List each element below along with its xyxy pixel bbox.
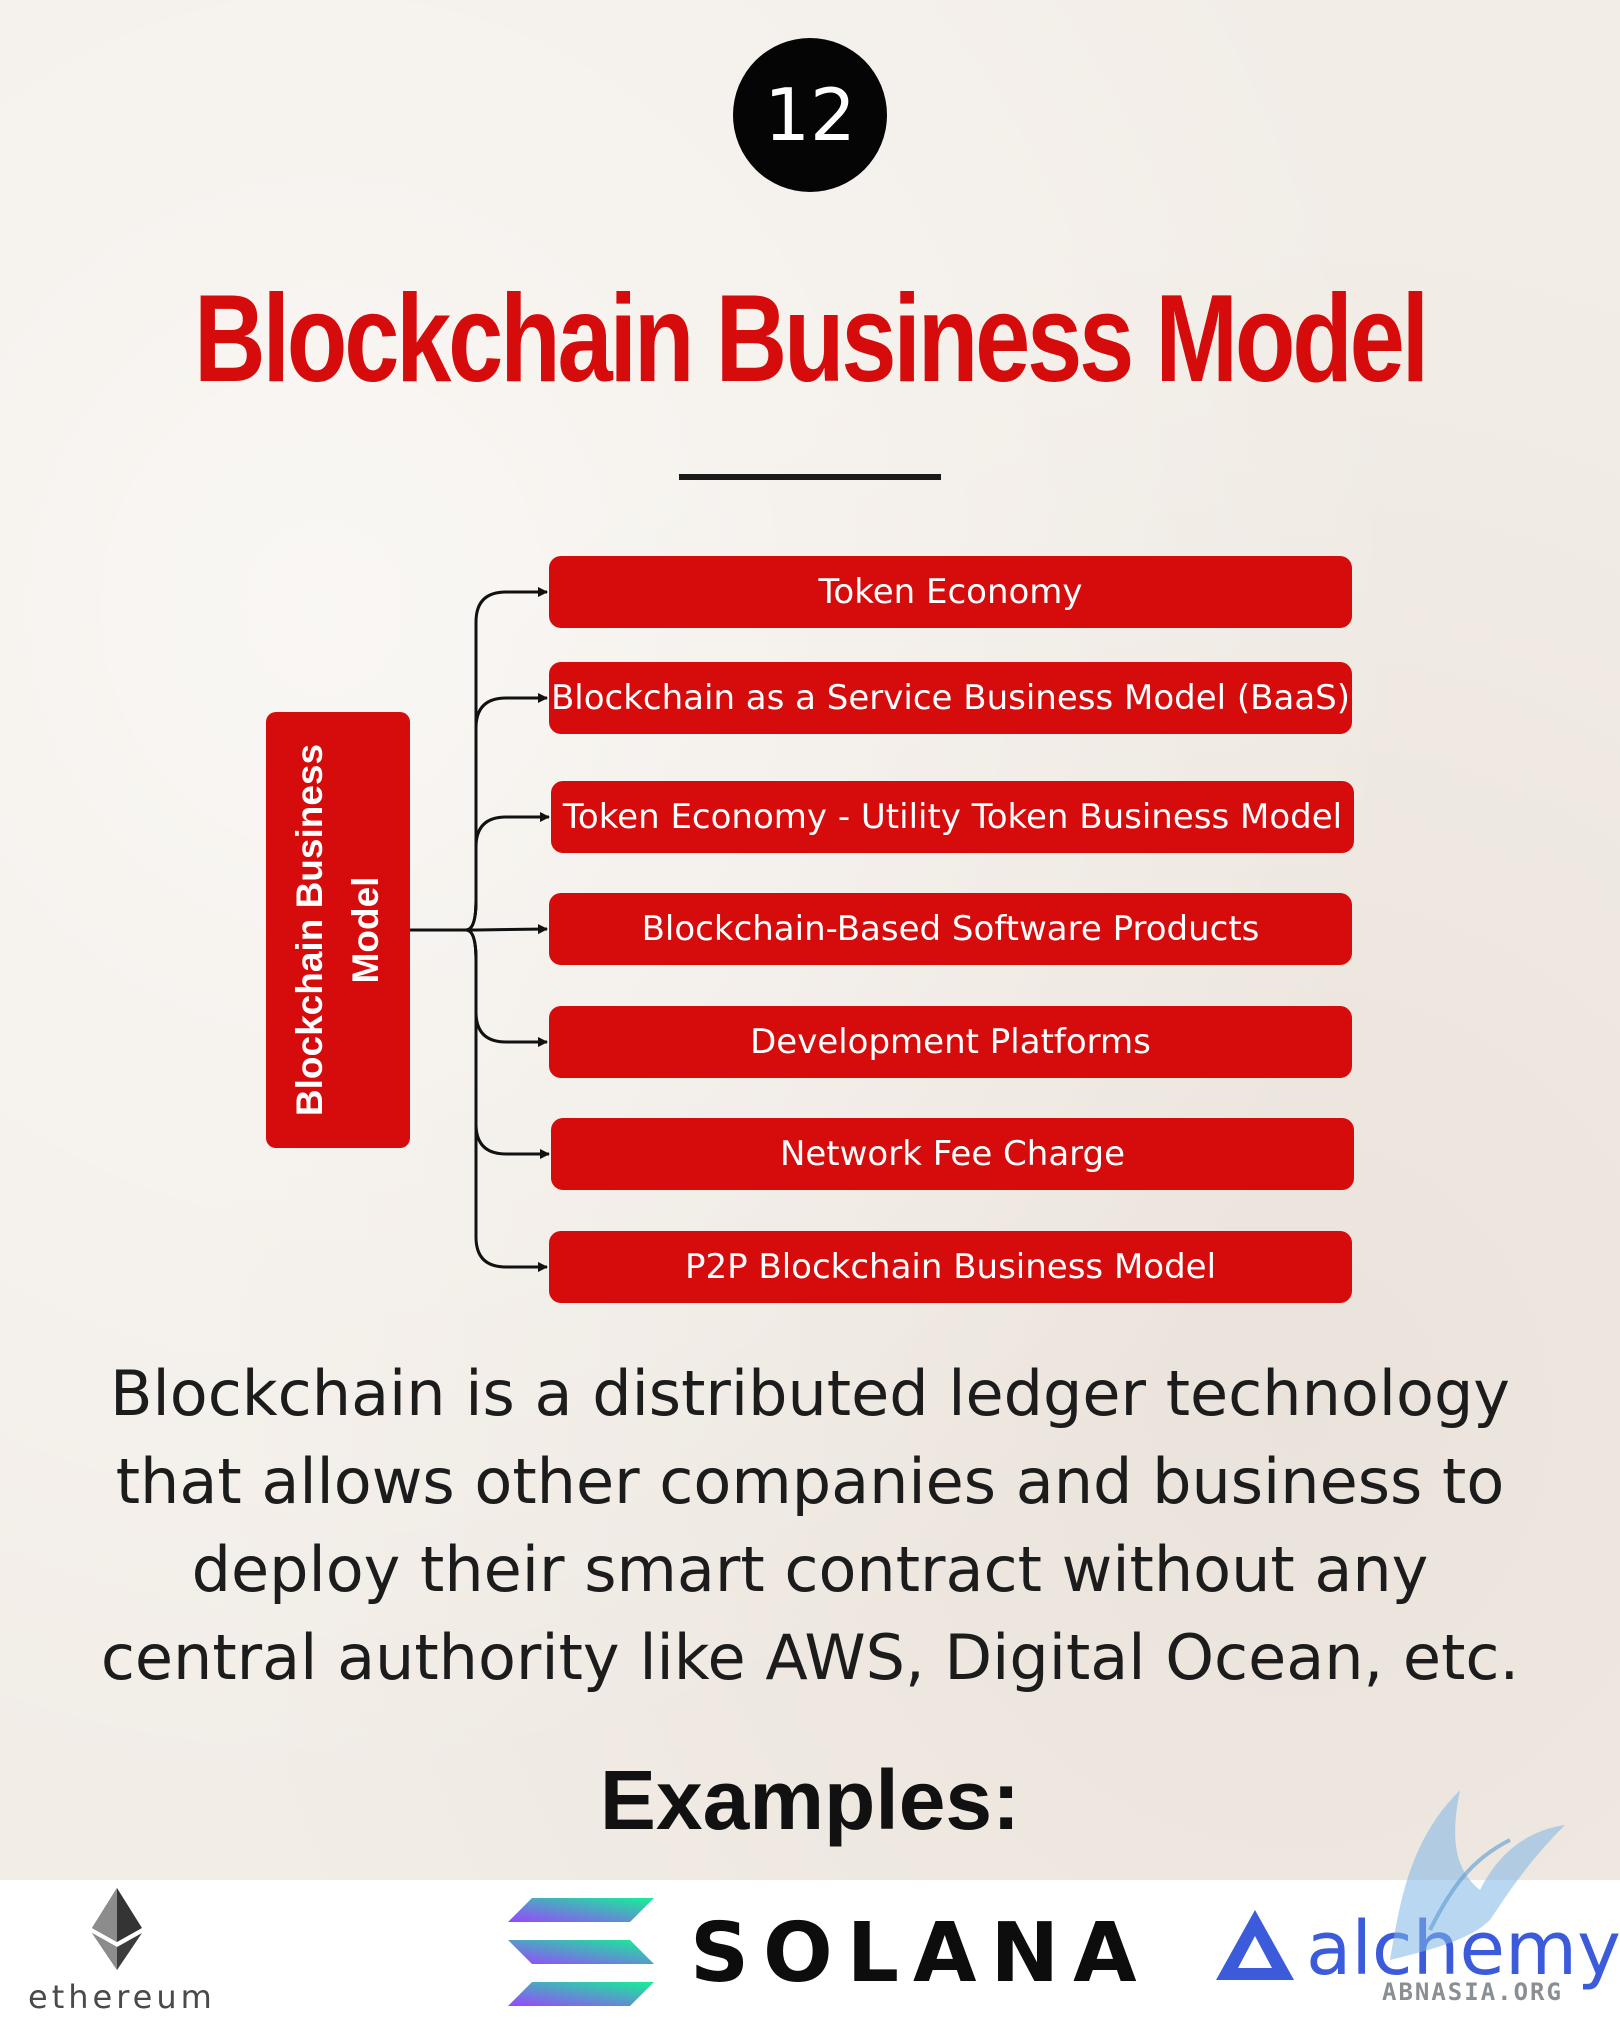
branch-connector-arrow bbox=[465, 928, 548, 1047]
page-number-badge: 12 bbox=[733, 38, 887, 192]
branch-node: Network Fee Charge bbox=[551, 1118, 1354, 1190]
alchemy-triangle-icon bbox=[1216, 1910, 1294, 1980]
branch-connector-arrow bbox=[465, 928, 548, 1272]
bird-icon bbox=[1390, 1790, 1565, 1960]
branch-label: Development Platforms bbox=[750, 1022, 1151, 1062]
page-number: 12 bbox=[764, 73, 856, 157]
branch-connector-arrow bbox=[475, 924, 548, 935]
branch-node: Development Platforms bbox=[549, 1006, 1352, 1078]
connector-lines bbox=[410, 587, 550, 1272]
ethereum-diamond-icon bbox=[92, 1888, 142, 1970]
branch-label: Token Economy bbox=[818, 572, 1083, 612]
watermark-text: ABNASIA.ORG bbox=[1382, 1978, 1563, 2006]
solana-bars-icon bbox=[508, 1898, 654, 2006]
branch-node: P2P Blockchain Business Model bbox=[549, 1231, 1352, 1303]
branch-node: Token Economy bbox=[549, 556, 1352, 628]
title-divider bbox=[679, 474, 941, 480]
branch-label: Network Fee Charge bbox=[779, 1134, 1126, 1174]
root-node bbox=[266, 712, 410, 1148]
branch-node: Blockchain as a Service Business Model (… bbox=[549, 662, 1352, 734]
branch-connector-arrow bbox=[465, 693, 548, 932]
branch-connector-arrow bbox=[465, 812, 550, 932]
examples-heading: Examples: bbox=[599, 1753, 1021, 1847]
ethereum-logo-text: ethereum bbox=[28, 1978, 216, 2016]
branch-label: Blockchain-Based Software Products bbox=[641, 909, 1260, 949]
root-node-label: Blockchain Business Model bbox=[289, 743, 386, 1117]
solana-logo-text: SOLANA bbox=[690, 1906, 1151, 2001]
branch-label: P2P Blockchain Business Model bbox=[684, 1247, 1217, 1287]
branch-label: Blockchain as a Service Business Model (… bbox=[550, 678, 1351, 718]
page-title: Blockchain Business Model bbox=[194, 270, 1429, 408]
logo-bar bbox=[0, 1880, 1620, 2025]
description-text: Blockchain is a distributed ledger techn… bbox=[100, 1357, 1520, 1694]
branch-node: Blockchain-Based Software Products bbox=[549, 893, 1352, 965]
branch-node: Token Economy - Utility Token Business M… bbox=[551, 781, 1354, 853]
branch-label: Token Economy - Utility Token Business M… bbox=[562, 797, 1343, 837]
branch-connector-arrow bbox=[465, 587, 548, 932]
